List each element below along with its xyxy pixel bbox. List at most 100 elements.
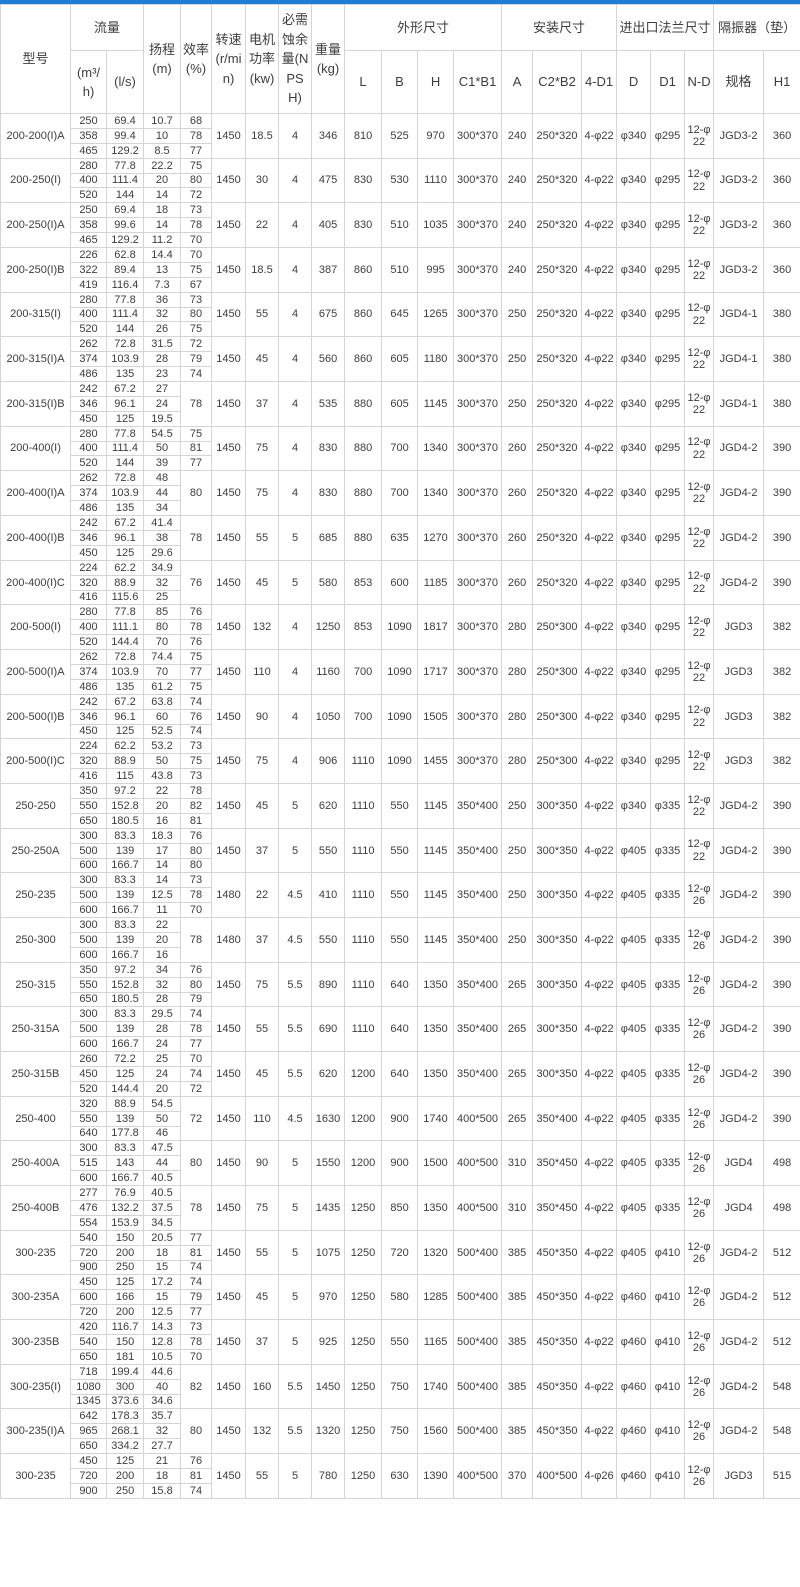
head-cell: 12.8 bbox=[143, 1334, 182, 1350]
install-C2B2-cell: 350*400 bbox=[532, 1095, 583, 1142]
flow-m3h-cell: 965 bbox=[70, 1423, 107, 1440]
speed-cell: 1450 bbox=[211, 604, 247, 651]
speed-cell: 1450 bbox=[211, 515, 247, 561]
head-cell: 40.5 bbox=[143, 1185, 182, 1202]
install-C2B2-cell: 250*300 bbox=[532, 649, 583, 695]
head-cell: 47.5 bbox=[143, 1140, 182, 1157]
isolator-spec-cell: JGD4-2 bbox=[713, 872, 765, 919]
flow-m3h-cell: 476 bbox=[70, 1200, 107, 1216]
install-4D1-cell: 4-φ22 bbox=[581, 202, 618, 249]
install-4D1-cell: 4-φ22 bbox=[581, 291, 618, 338]
motor-power-cell: 75 bbox=[245, 738, 280, 785]
isolator-H1-cell: 548 bbox=[763, 1408, 800, 1455]
install-A-cell: 250 bbox=[501, 783, 534, 829]
table-row: 650 181 10.5 70 bbox=[1, 1348, 800, 1365]
weight-cell: 1630 bbox=[311, 1095, 346, 1142]
table-row: 200-200(I)A 250 69.4 10.7 68 1450 18.5 4 346 810 5… bbox=[0, 113, 800, 159]
dim-B-cell: 750 bbox=[381, 1363, 419, 1410]
flow-m3h-cell: 320 bbox=[70, 753, 107, 770]
head-cell: 27.7 bbox=[143, 1438, 182, 1455]
header-spec: 规格 bbox=[713, 50, 765, 114]
install-A-cell: 265 bbox=[501, 1006, 534, 1053]
flange-ND-cell: 12-φ26 bbox=[684, 1274, 715, 1321]
flange-D-cell: φ340 bbox=[616, 247, 652, 293]
head-cell: 17.2 bbox=[143, 1274, 182, 1291]
head-cell: 52.5 bbox=[143, 723, 182, 740]
table-row: 250-300 300 83.3 22 78 1480 37 4.5 550 1110 550 114… bbox=[0, 917, 800, 963]
flange-D-cell: φ405 bbox=[616, 1051, 652, 1097]
efficiency-cell: 80 bbox=[180, 1140, 213, 1187]
efficiency-cell: 80 bbox=[180, 976, 213, 993]
head-cell: 14.4 bbox=[143, 247, 182, 263]
flow-m3h-cell: 277 bbox=[70, 1185, 107, 1202]
dim-H-cell: 1560 bbox=[417, 1408, 455, 1455]
dim-B-cell: 550 bbox=[381, 1319, 419, 1365]
table-row: 250-250A 300 83.3 18.3 76 1450 37 5 550 1110 550 11… bbox=[0, 827, 800, 874]
dim-H-cell: 1455 bbox=[417, 738, 455, 785]
flow-m3h-cell: 400 bbox=[70, 440, 107, 457]
flow-m3h-cell: 540 bbox=[70, 1334, 107, 1350]
install-A-cell: 280 bbox=[501, 649, 534, 695]
dim-L-cell: 1110 bbox=[344, 1006, 383, 1053]
head-cell: 40.5 bbox=[143, 1170, 182, 1187]
efficiency-cell: 67 bbox=[180, 276, 213, 293]
flange-D1-cell: φ335 bbox=[650, 783, 686, 829]
flange-D1-cell: φ410 bbox=[650, 1274, 686, 1321]
flange-D1-cell: φ295 bbox=[650, 693, 686, 740]
install-A-cell: 240 bbox=[501, 202, 534, 249]
flow-ls-cell: 144 bbox=[105, 321, 145, 338]
head-cell: 20 bbox=[143, 172, 182, 189]
head-cell: 23 bbox=[143, 366, 182, 383]
flange-D-cell: φ340 bbox=[616, 291, 652, 338]
weight-cell: 387 bbox=[311, 247, 346, 293]
isolator-H1-cell: 382 bbox=[763, 693, 800, 740]
flow-ls-cell: 250 bbox=[105, 1482, 145, 1499]
motor-power-cell: 18.5 bbox=[245, 247, 280, 293]
head-cell: 18 bbox=[143, 1244, 182, 1261]
model-cell: 300-235A bbox=[0, 1274, 71, 1321]
isolator-spec-cell: JGD4-2 bbox=[713, 1051, 765, 1097]
install-C2B2-cell: 300*350 bbox=[532, 872, 583, 919]
dim-C1B1-cell: 300*370 bbox=[453, 470, 503, 517]
table-row: 200-315(I)A 262 72.8 31.5 72 1450 45 4 560 860 605… bbox=[0, 336, 800, 383]
flow-m3h-cell: 420 bbox=[70, 1319, 107, 1336]
isolator-spec-cell: JGD3 bbox=[713, 649, 765, 695]
table-row: 250-235 300 83.3 14 73 1480 22 4.5 410 1110 550 114… bbox=[0, 872, 800, 919]
head-cell: 16 bbox=[143, 946, 182, 963]
efficiency-cell: 81 bbox=[180, 1468, 213, 1484]
dim-B-cell: 580 bbox=[381, 1274, 419, 1321]
flow-m3h-cell: 500 bbox=[70, 1021, 107, 1038]
dim-B-cell: 750 bbox=[381, 1408, 419, 1455]
flow-ls-cell: 153.9 bbox=[105, 1214, 145, 1231]
flow-m3h-cell: 550 bbox=[70, 1110, 107, 1127]
flange-D-cell: φ405 bbox=[616, 1185, 652, 1231]
header-4D1: 4-D1 bbox=[581, 50, 618, 114]
flow-ls-cell: 135 bbox=[105, 366, 145, 383]
flange-D1-cell: φ295 bbox=[650, 515, 686, 561]
flow-m3h-cell: 520 bbox=[70, 321, 107, 338]
flow-m3h-cell: 650 bbox=[70, 1348, 107, 1365]
flow-m3h-cell: 280 bbox=[70, 604, 107, 621]
install-C2B2-cell: 250*320 bbox=[532, 425, 583, 472]
head-cell: 70 bbox=[143, 663, 182, 680]
model-cell: 200-400(I)A bbox=[0, 470, 71, 517]
flow-ls-cell: 143 bbox=[105, 1155, 145, 1172]
weight-cell: 685 bbox=[311, 515, 346, 561]
isolator-H1-cell: 390 bbox=[763, 470, 800, 517]
flange-ND-cell: 12-φ26 bbox=[684, 1140, 715, 1187]
flow-ls-cell: 166.7 bbox=[105, 946, 145, 963]
flange-D-cell: φ340 bbox=[616, 604, 652, 651]
head-cell: 26 bbox=[143, 321, 182, 338]
efficiency-cell: 68 bbox=[180, 113, 213, 129]
dim-H-cell: 1185 bbox=[417, 559, 455, 606]
flange-D-cell: φ340 bbox=[616, 470, 652, 517]
flow-m3h-cell: 550 bbox=[70, 797, 107, 814]
header-npsh: 必需蚀余量(NPSH) bbox=[278, 4, 313, 114]
model-cell: 200-315(I)A bbox=[0, 336, 71, 383]
header-H1: H1 bbox=[763, 50, 800, 114]
install-4D1-cell: 4-φ22 bbox=[581, 336, 618, 383]
install-A-cell: 250 bbox=[501, 336, 534, 383]
speed-cell: 1450 bbox=[211, 961, 247, 1008]
install-A-cell: 260 bbox=[501, 515, 534, 561]
dim-C1B1-cell: 300*370 bbox=[453, 559, 503, 606]
